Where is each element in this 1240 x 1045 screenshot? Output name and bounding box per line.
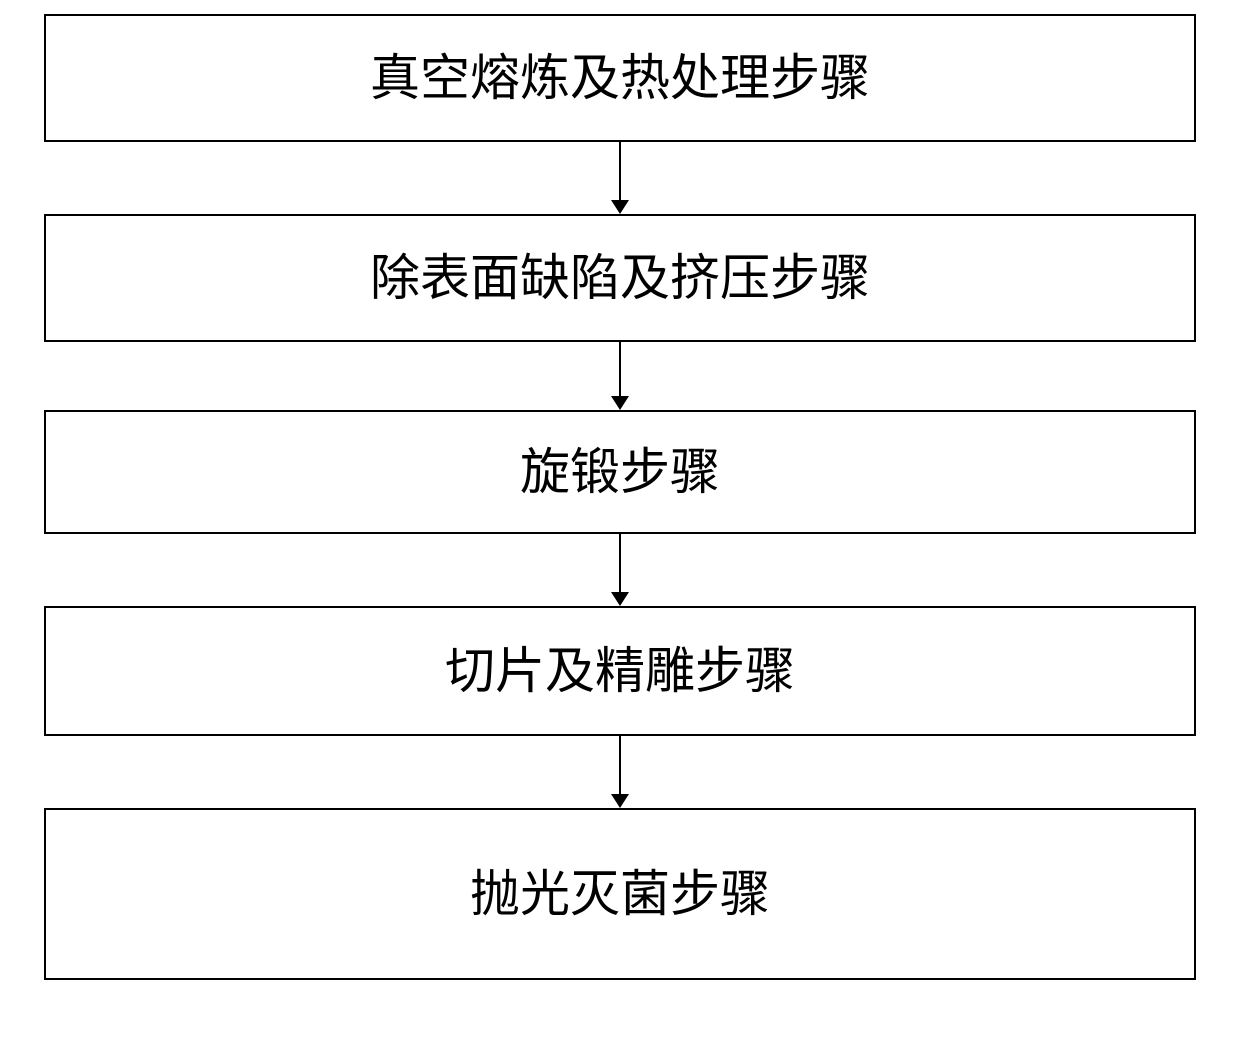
arrow-down: [40, 534, 1200, 606]
flowchart-container: 真空熔炼及热处理步骤除表面缺陷及挤压步骤旋锻步骤切片及精雕步骤抛光灭菌步骤: [0, 0, 1240, 1045]
arrow-down: [40, 736, 1200, 808]
flowchart-step-label: 除表面缺陷及挤压步骤: [370, 251, 870, 306]
flowchart-step-2: 除表面缺陷及挤压步骤: [44, 214, 1196, 342]
flowchart-step-label: 抛光灭菌步骤: [470, 867, 770, 922]
flowchart-step-1: 真空熔炼及热处理步骤: [44, 14, 1196, 142]
flowchart-step-label: 真空熔炼及热处理步骤: [370, 51, 870, 106]
flowchart-step-label: 切片及精雕步骤: [445, 644, 795, 699]
flowchart-step-5: 抛光灭菌步骤: [44, 808, 1196, 980]
flowchart-step-label: 旋锻步骤: [520, 445, 720, 500]
flowchart-step-4: 切片及精雕步骤: [44, 606, 1196, 736]
arrow-down: [40, 342, 1200, 410]
arrow-down: [40, 142, 1200, 214]
flowchart-step-3: 旋锻步骤: [44, 410, 1196, 534]
